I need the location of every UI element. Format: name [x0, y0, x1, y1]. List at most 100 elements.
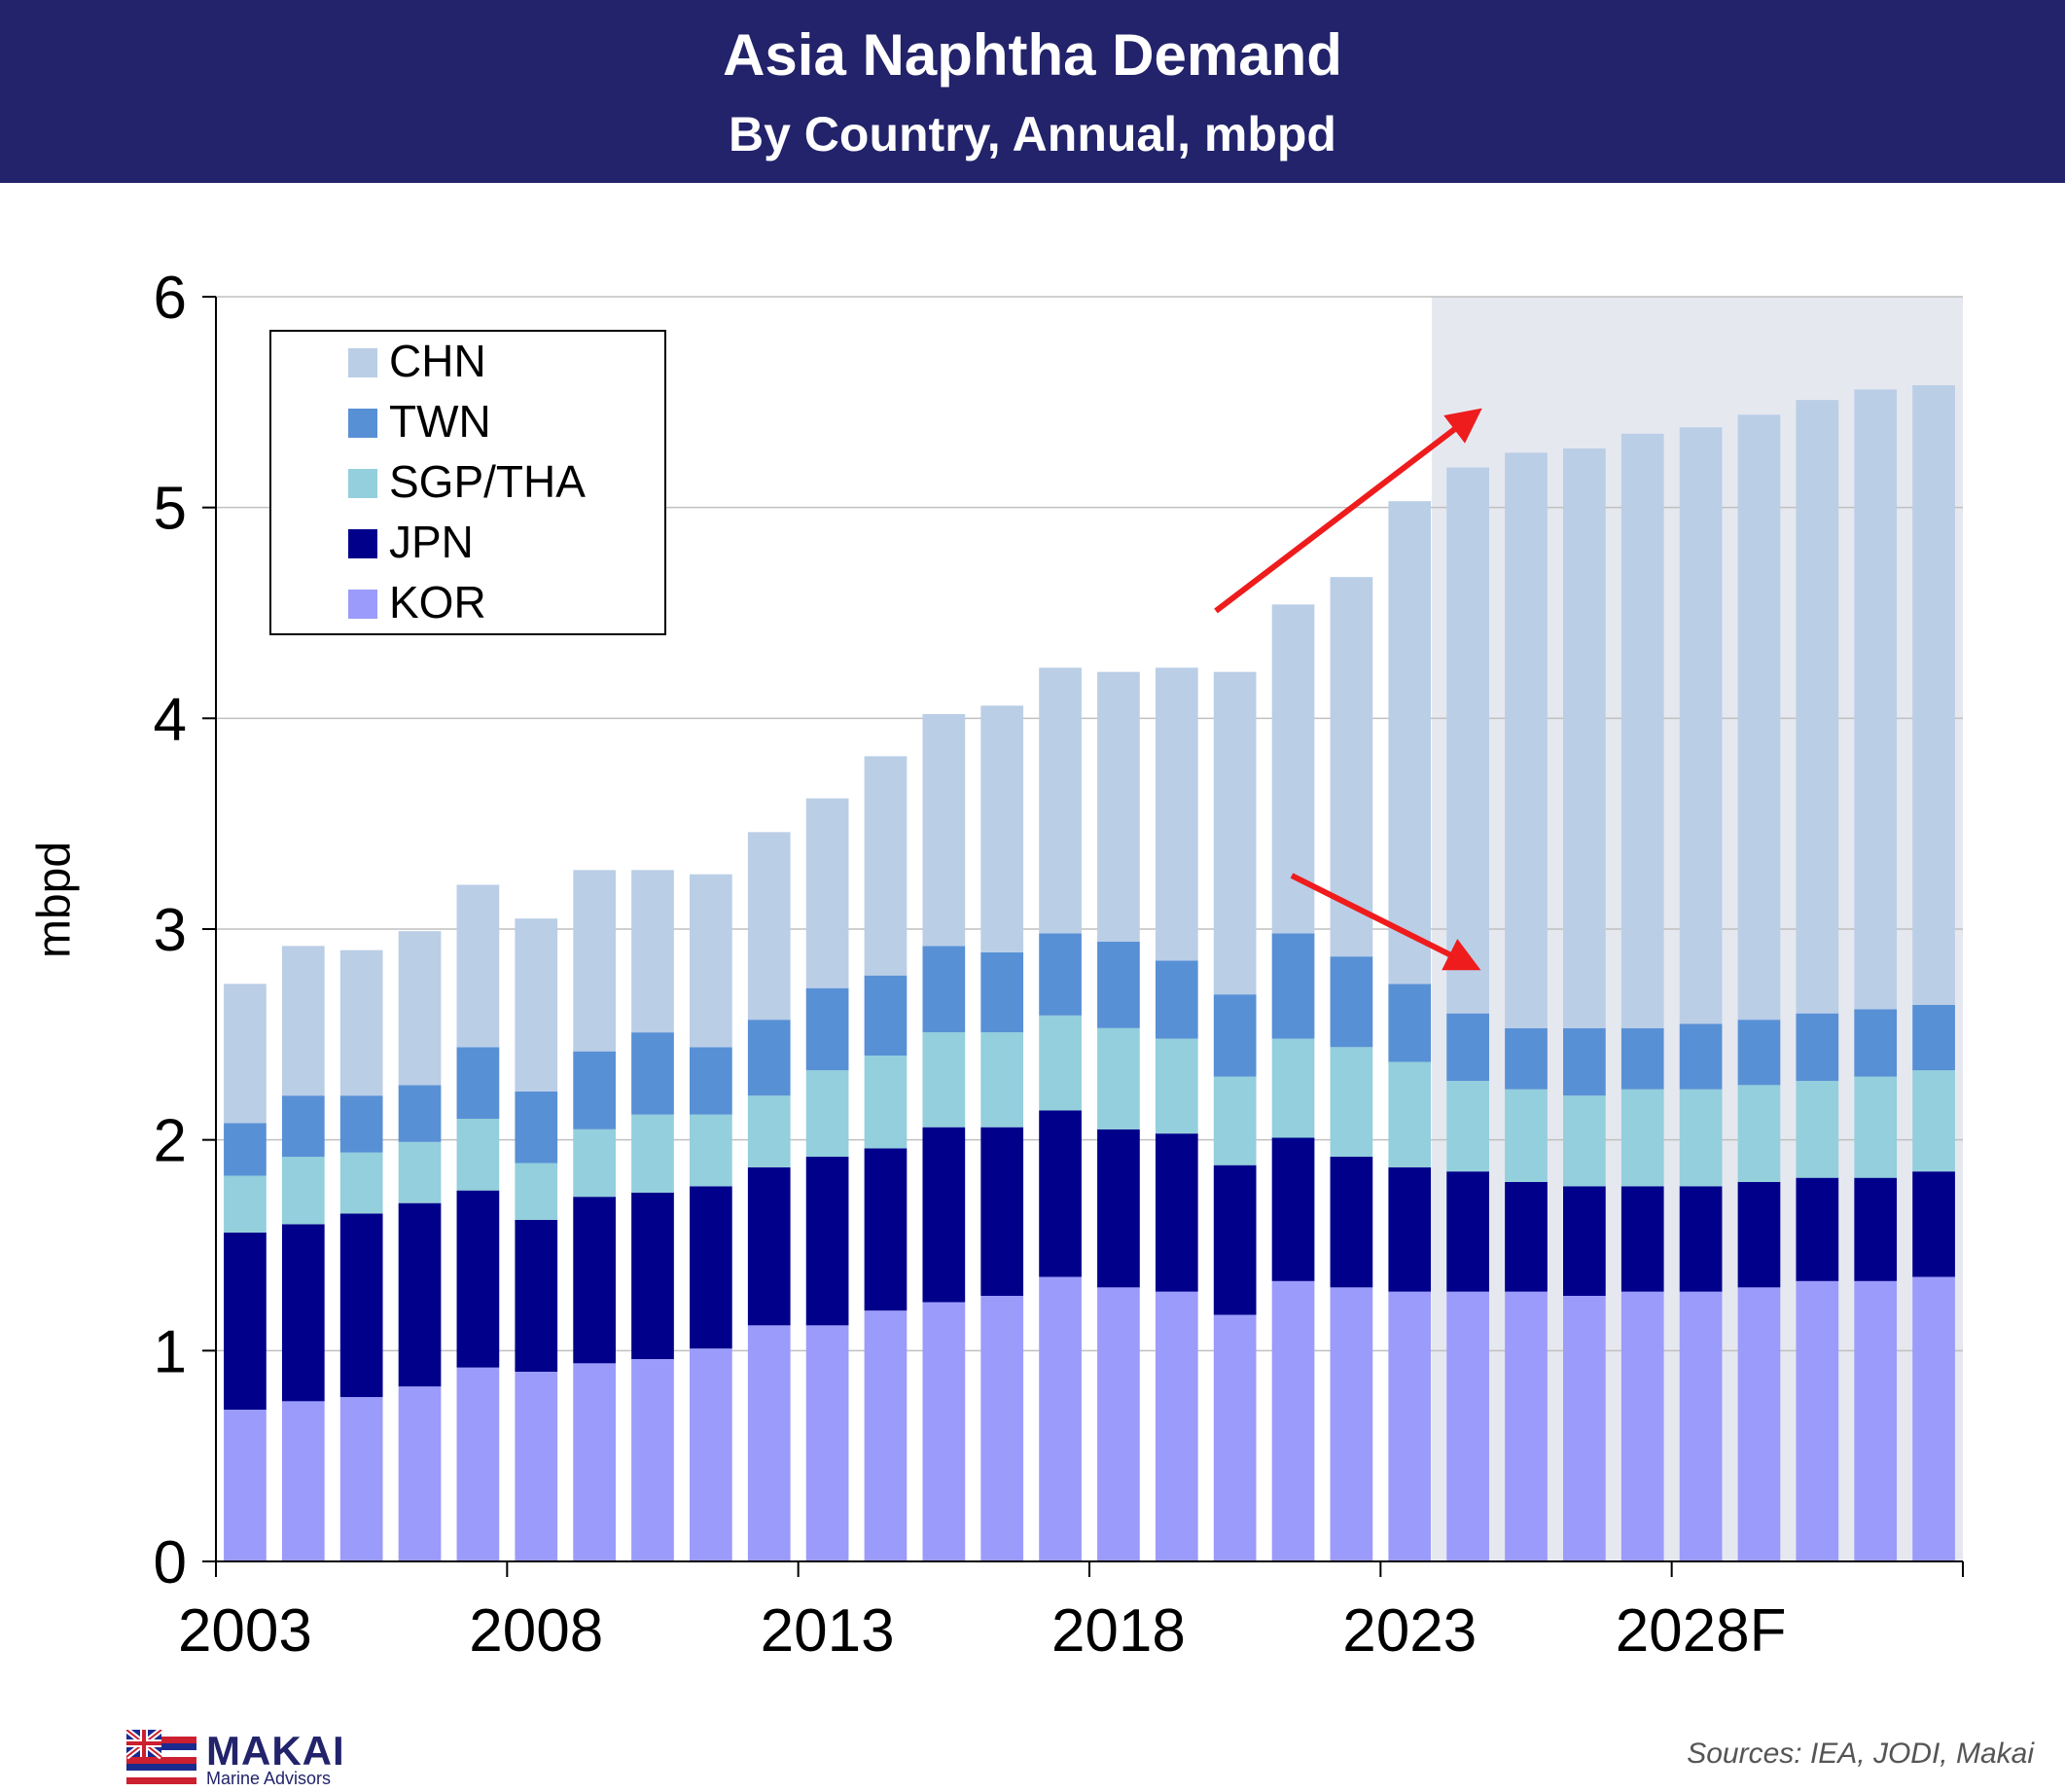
- bar-sgp-tha-2010: [631, 1114, 674, 1193]
- bar-sgp-tha-2020: [1213, 1076, 1257, 1165]
- bar-jpn-2005: [339, 1213, 383, 1397]
- bar-chn-2020: [1213, 671, 1257, 995]
- bar-jpn-2003: [224, 1233, 267, 1410]
- bar-sgp-tha-2007: [456, 1119, 500, 1191]
- bar-sgp-tha-2025: [1505, 1089, 1548, 1182]
- bar-kor-2031: [1854, 1280, 1898, 1561]
- bar-twn-2008: [515, 1091, 558, 1164]
- bar-sgp-tha-2024: [1446, 1081, 1489, 1172]
- legend-swatch-sgp-tha: [348, 469, 377, 498]
- bar-twn-2018: [1097, 942, 1140, 1028]
- bar-twn-2014: [864, 975, 908, 1056]
- hawaii-flag-icon: [126, 1730, 196, 1784]
- bar-chn-2030: [1796, 400, 1839, 1014]
- bar-sgp-tha-2027: [1620, 1089, 1664, 1187]
- bar-jpn-2029: [1737, 1182, 1781, 1288]
- legend-swatch-chn: [348, 348, 377, 377]
- bar-kor-2018: [1097, 1287, 1140, 1561]
- bar-kor-2030: [1796, 1280, 1839, 1561]
- bar-twn-2010: [631, 1032, 674, 1115]
- bar-chn-2018: [1097, 671, 1140, 942]
- bar-sgp-tha-2019: [1155, 1038, 1198, 1134]
- bar-jpn-2014: [864, 1148, 908, 1311]
- axes: 0 1 2 3 4 5 6 2003 2008 2013 2018 2023 2028F: [154, 265, 1964, 1665]
- legend: CHN TWN SGP/THA JPN KOR: [269, 330, 666, 635]
- bar-twn-2026: [1563, 1027, 1606, 1096]
- legend-label-chn: CHN: [389, 336, 486, 386]
- bar-kor-2032: [1912, 1276, 1955, 1561]
- y-tick-label: 3: [154, 897, 187, 964]
- bar-series: [224, 385, 1955, 1561]
- bar-chn-2011: [690, 874, 732, 1048]
- bar-twn-2029: [1737, 1020, 1781, 1086]
- bar-chn-2016: [980, 705, 1024, 952]
- legend-swatch-twn: [348, 409, 377, 438]
- bar-chn-2026: [1563, 448, 1606, 1028]
- bar-twn-2015: [922, 946, 966, 1033]
- bar-kor-2011: [690, 1348, 732, 1561]
- bar-twn-2024: [1446, 1013, 1489, 1081]
- bar-jpn-2010: [631, 1192, 674, 1359]
- bar-chn-2019: [1155, 667, 1198, 961]
- bar-jpn-2021: [1271, 1137, 1315, 1281]
- bar-sgp-tha-2015: [922, 1032, 966, 1128]
- bar-jpn-2019: [1155, 1133, 1198, 1292]
- bar-twn-2005: [339, 1095, 383, 1153]
- bar-twn-2030: [1796, 1013, 1839, 1081]
- bar-sgp-tha-2013: [805, 1070, 849, 1157]
- legend-box: [269, 330, 666, 635]
- bar-kor-2019: [1155, 1291, 1198, 1561]
- bar-kor-2006: [398, 1386, 442, 1561]
- bar-chn-2031: [1854, 389, 1898, 1010]
- bar-twn-2021: [1271, 933, 1315, 1039]
- bar-jpn-2030: [1796, 1177, 1839, 1281]
- bar-kor-2015: [922, 1302, 966, 1561]
- bar-kor-2025: [1505, 1291, 1548, 1561]
- bar-sgp-tha-2029: [1737, 1085, 1781, 1182]
- bar-kor-2013: [805, 1325, 849, 1561]
- bar-sgp-tha-2031: [1854, 1076, 1898, 1178]
- bar-jpn-2011: [690, 1186, 732, 1349]
- bar-kor-2003: [224, 1410, 267, 1561]
- bar-chn-2027: [1620, 433, 1664, 1028]
- bar-twn-2032: [1912, 1005, 1955, 1071]
- bar-sgp-tha-2021: [1271, 1038, 1315, 1138]
- bar-kor-2005: [339, 1397, 383, 1561]
- bar-sgp-tha-2032: [1912, 1070, 1955, 1172]
- legend-label-sgp-tha: SGP/THA: [389, 456, 586, 507]
- header-banner: Asia Naphtha Demand By Country, Annual, …: [0, 0, 2065, 183]
- bar-jpn-2017: [1039, 1110, 1082, 1277]
- bar-sgp-tha-2008: [515, 1163, 558, 1220]
- bar-kor-2014: [864, 1310, 908, 1561]
- bar-kor-2008: [515, 1372, 558, 1561]
- bar-twn-2016: [980, 951, 1024, 1033]
- bar-kor-2021: [1271, 1280, 1315, 1561]
- bar-jpn-2031: [1854, 1177, 1898, 1281]
- brand-name: MAKAI: [206, 1728, 345, 1774]
- bar-jpn-2026: [1563, 1186, 1606, 1296]
- bar-twn-2031: [1854, 1009, 1898, 1077]
- sources-note: Sources: IEA, JODI, Makai: [1687, 1738, 2034, 1770]
- bar-kor-2020: [1213, 1314, 1257, 1561]
- bar-jpn-2023: [1388, 1166, 1432, 1292]
- bar-chn-2008: [515, 918, 558, 1092]
- bar-kor-2010: [631, 1359, 674, 1561]
- brand-subtitle: Marine Advisors: [206, 1769, 332, 1788]
- bar-chn-2007: [456, 884, 500, 1048]
- bar-jpn-2008: [515, 1220, 558, 1372]
- bar-jpn-2009: [573, 1197, 616, 1364]
- bar-sgp-tha-2011: [690, 1114, 732, 1187]
- bar-twn-2020: [1213, 994, 1257, 1077]
- bar-kor-2016: [980, 1296, 1024, 1561]
- bar-jpn-2028: [1679, 1186, 1723, 1292]
- bar-sgp-tha-2023: [1388, 1061, 1432, 1167]
- bar-jpn-2007: [456, 1190, 500, 1368]
- bar-chn-2012: [747, 832, 791, 1021]
- y-tick-label: 4: [154, 686, 187, 753]
- legend-swatch-jpn: [348, 529, 377, 558]
- x-tick-label: 2028F: [1616, 1597, 1787, 1665]
- bar-kor-2022: [1330, 1287, 1373, 1561]
- bar-twn-2003: [224, 1123, 267, 1176]
- bar-jpn-2025: [1505, 1182, 1548, 1292]
- y-tick-label: 0: [154, 1529, 187, 1596]
